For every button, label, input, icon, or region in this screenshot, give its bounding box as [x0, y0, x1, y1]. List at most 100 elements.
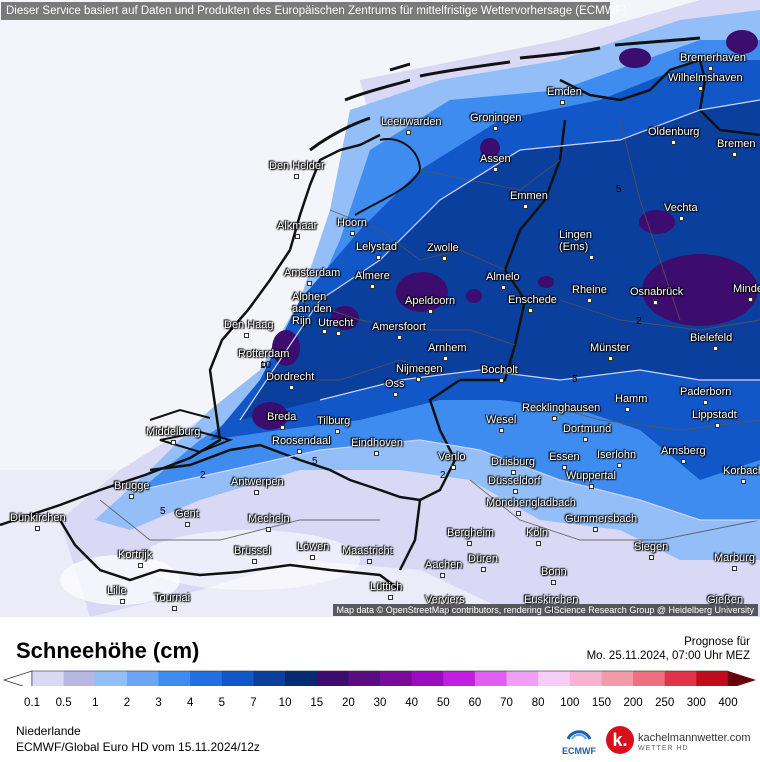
city-label: Dünkirchen — [10, 512, 66, 524]
city-marker — [349, 231, 355, 236]
city-marker — [513, 489, 518, 494]
city-marker — [617, 463, 622, 468]
colorbar-bin — [664, 671, 697, 686]
city-marker — [322, 329, 327, 334]
colorbar-tick-label: 1 — [92, 697, 99, 709]
city-label: Zwolle — [427, 242, 459, 254]
city-marker — [587, 298, 592, 303]
city-marker — [309, 555, 315, 560]
city-label: Recklinghausen — [522, 402, 601, 414]
colorbar-tick-label: 10 — [278, 697, 292, 709]
map-attribution[interactable]: Map data © OpenStreetMap contributors, r… — [332, 604, 758, 616]
city-marker — [748, 297, 753, 302]
city-marker — [714, 423, 720, 428]
colorbar-bin — [474, 671, 508, 686]
city-marker — [244, 333, 249, 338]
city-marker — [588, 484, 594, 489]
city-label: Lippstadt — [692, 409, 737, 421]
city-marker — [406, 130, 411, 135]
city-label: Iserlohn — [597, 449, 637, 461]
city-marker — [516, 511, 521, 516]
colorbar-tick-label: 0.1 — [24, 697, 40, 709]
city-marker — [731, 566, 737, 571]
city-marker — [450, 465, 456, 470]
contour-label: 2 — [636, 316, 642, 327]
city-label: Essen — [549, 451, 580, 463]
colorbar-tick-label: 250 — [655, 697, 675, 709]
city-label: Utrecht — [318, 317, 354, 329]
city-marker — [171, 440, 176, 445]
contour-label: 5 — [616, 184, 622, 195]
city-label: Rheine — [572, 284, 607, 296]
city-label: Marburg — [714, 552, 755, 564]
city-marker — [427, 309, 433, 314]
city-label: Bielefeld — [690, 332, 733, 344]
city-label: Gent — [175, 508, 199, 520]
city-marker — [501, 285, 506, 290]
city-label: Dortmund — [563, 423, 612, 435]
city-label: Osnabrück — [630, 286, 684, 298]
city-marker — [334, 429, 340, 434]
contour-label: 2 — [200, 470, 206, 481]
city-marker — [522, 204, 528, 209]
city-marker — [559, 100, 565, 105]
city-label: Emmen — [510, 190, 548, 202]
city-marker — [335, 331, 341, 336]
colorbar-bin — [32, 671, 65, 686]
city-marker — [652, 300, 658, 305]
city-marker — [397, 335, 402, 340]
colorbar-bin — [253, 671, 286, 686]
colorbar-tick-label: 400 — [718, 697, 738, 709]
city-label: Hoorn — [337, 217, 367, 229]
city-marker — [138, 563, 143, 568]
city-marker — [698, 86, 703, 91]
city-label: Alkmaar — [277, 220, 318, 232]
city-marker — [279, 425, 285, 430]
colorbar-tick-label: 150 — [591, 697, 612, 709]
city-marker — [251, 559, 257, 564]
city-marker — [679, 216, 684, 221]
city-label: Lüttich — [370, 581, 403, 593]
contour-label: 5 — [572, 374, 578, 385]
city-marker — [707, 66, 713, 71]
city-label: Wuppertal — [566, 470, 616, 482]
city-marker — [442, 256, 447, 261]
colorbar-tick-label: 300 — [686, 697, 706, 709]
city-marker — [511, 470, 516, 475]
model-run-label: ECMWF/Global Euro HD vom 15.11.2024/12z — [16, 740, 260, 754]
colorbar-bin — [158, 671, 191, 686]
city-marker — [367, 559, 372, 564]
city-label: Bremerhaven — [680, 52, 747, 64]
city-marker — [670, 140, 676, 145]
city-label: Mönchengladbach — [486, 497, 576, 509]
forecast-time: Mo. 25.11.2024, 07:00 Uhr MEZ — [586, 650, 750, 662]
city-label: Enschede — [508, 294, 557, 306]
snow-depth-map[interactable]: Dieser Service basiert auf Daten und Pro… — [0, 0, 760, 617]
city-label: Vechta — [664, 202, 698, 214]
colorbar-bin — [190, 671, 223, 686]
ecmwf-disclaimer: Dieser Service basiert auf Daten und Pro… — [1, 2, 626, 20]
city-label: Düren — [468, 553, 498, 565]
city-marker — [592, 527, 598, 532]
city-label: Bonn — [541, 566, 567, 578]
city-label: Apeldoorn — [405, 295, 456, 307]
city-label: Breda — [267, 411, 297, 423]
city-label: Alphen aan den Rijn — [292, 291, 332, 327]
city-marker — [294, 174, 299, 179]
city-label: Arnhem — [428, 342, 467, 354]
city-marker — [253, 490, 259, 495]
city-marker — [583, 437, 588, 442]
city-marker — [35, 526, 40, 531]
city-marker — [649, 555, 654, 560]
forecast-label: Prognose für — [684, 636, 750, 648]
brand-name[interactable]: kachelmannwetter.com — [638, 732, 751, 744]
city-marker — [625, 407, 630, 412]
city-label: Löwen — [297, 541, 330, 553]
city-marker — [306, 281, 312, 286]
city-label: Dordrecht — [266, 371, 315, 383]
colorbar — [2, 670, 756, 686]
colorbar-tick-label: 0.5 — [55, 697, 72, 709]
city-label: Bremen — [717, 138, 756, 150]
legend-title: Schneehöhe (cm) — [16, 638, 200, 663]
city-label: Groningen — [470, 112, 522, 124]
